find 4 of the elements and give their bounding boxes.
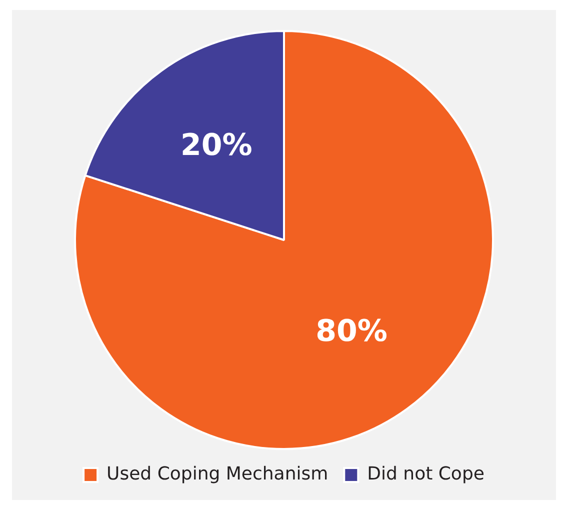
data-label: 20% <box>180 128 252 163</box>
legend-label: Used Coping Mechanism <box>106 464 328 485</box>
legend-label: Did not Cope <box>367 464 484 485</box>
data-label: 80% <box>316 314 388 349</box>
